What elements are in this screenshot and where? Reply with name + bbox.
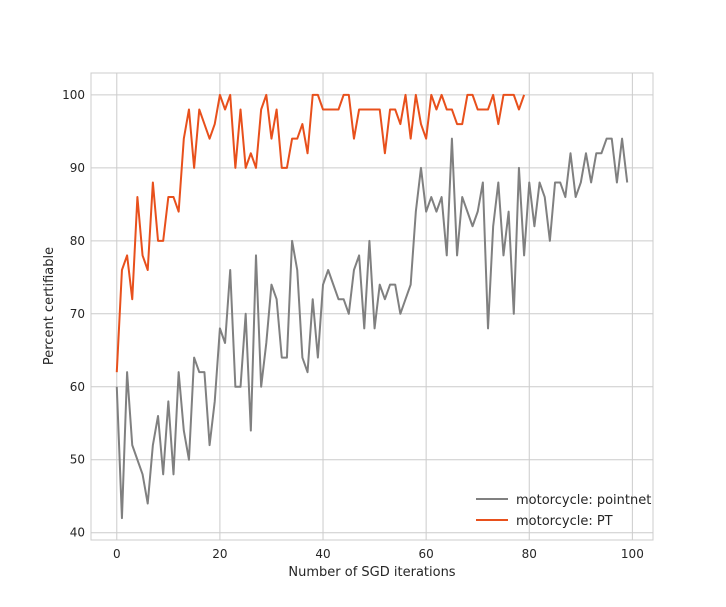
y-tick-label-80: 80 <box>70 234 85 248</box>
series-lines <box>115 93 629 520</box>
y-tick-label-90: 90 <box>70 161 85 175</box>
y-tick-label-60: 60 <box>70 380 85 394</box>
plot-frame <box>90 72 654 541</box>
y-axis-label: Percent certifiable <box>42 247 57 365</box>
tick-labels: 0 20 40 60 80 100 40 50 60 70 80 90 100 <box>62 88 644 561</box>
series-line-pointnet <box>115 137 629 520</box>
legend: motorcycle: pointnet motorcycle: PT <box>476 493 651 529</box>
y-tick-label-100: 100 <box>62 88 85 102</box>
y-tick-label-40: 40 <box>70 526 85 540</box>
y-tick-label-70: 70 <box>70 307 85 321</box>
grid <box>91 73 653 540</box>
x-tick-label-100: 100 <box>621 547 644 561</box>
x-axis-label: Number of SGD iterations <box>288 565 455 580</box>
x-tick-label-60: 60 <box>418 547 433 561</box>
series-line-pt <box>115 93 526 373</box>
x-tick-label-0: 0 <box>113 547 121 561</box>
x-tick-label-20: 20 <box>212 547 227 561</box>
legend-label-pt: motorcycle: PT <box>516 514 613 529</box>
x-tick-label-40: 40 <box>315 547 330 561</box>
legend-label-pointnet: motorcycle: pointnet <box>516 493 651 508</box>
x-tick-label-80: 80 <box>522 547 537 561</box>
y-tick-label-50: 50 <box>70 453 85 467</box>
plot-area <box>91 73 653 540</box>
